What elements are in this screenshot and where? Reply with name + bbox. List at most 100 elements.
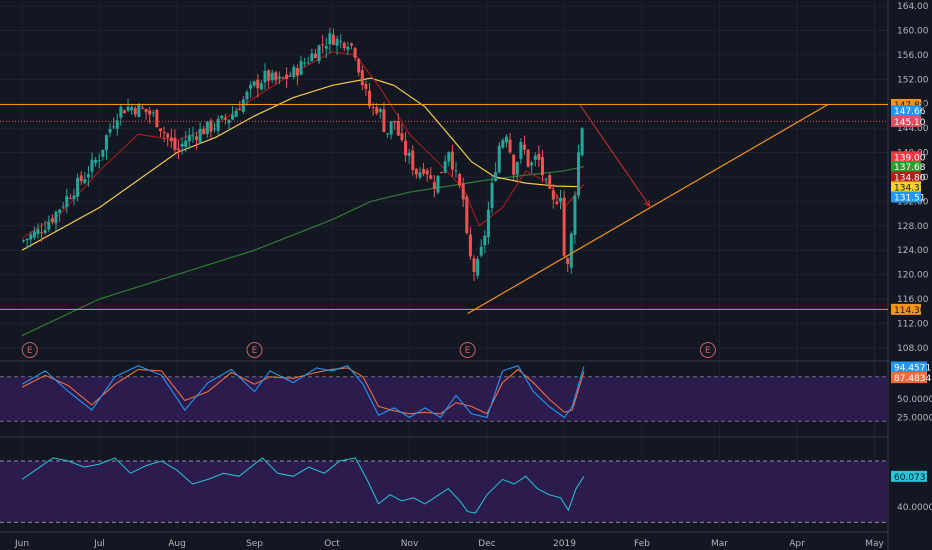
candle-body <box>382 109 386 132</box>
stoch-d-line <box>21 367 585 415</box>
candle-body <box>349 43 353 46</box>
price-tag <box>891 115 921 127</box>
candle-body <box>429 175 433 179</box>
candle-body <box>577 152 581 196</box>
month-label: 2019 <box>553 539 576 549</box>
candle-body <box>526 149 530 167</box>
candle-body <box>166 133 170 138</box>
price-tick-label: 160.00 <box>897 27 929 37</box>
candle-body <box>375 107 379 114</box>
candle-body <box>249 84 253 89</box>
candle-body <box>155 109 159 128</box>
candle-body <box>386 133 390 135</box>
candle-body <box>461 183 465 200</box>
rsi-tag <box>891 470 927 482</box>
projection-arrow <box>579 104 651 207</box>
candle-body <box>158 128 162 132</box>
candle-body <box>119 106 123 118</box>
candle-body <box>414 168 418 175</box>
stoch-tag <box>891 372 927 384</box>
candle-body <box>331 34 335 45</box>
price-tag-label: 145.10 <box>894 118 926 128</box>
candle-body <box>440 171 444 174</box>
candle-body <box>54 211 58 224</box>
candle-body <box>40 232 44 234</box>
candle-body <box>515 162 519 175</box>
candle-body <box>533 155 537 160</box>
candle-body <box>299 60 303 75</box>
candle-body <box>50 218 54 223</box>
candle-body <box>101 149 105 157</box>
candle-body <box>169 137 173 142</box>
candle-body <box>151 112 155 114</box>
price-tag <box>891 181 921 193</box>
stoch-tag <box>891 361 927 373</box>
candle-body <box>180 143 184 147</box>
candle-body <box>22 240 26 242</box>
candle-body <box>25 238 29 241</box>
candle-body <box>508 139 512 153</box>
price-tag-label: 131.51 <box>894 194 926 204</box>
candle-body <box>465 196 469 234</box>
candle-body <box>306 62 310 64</box>
candle-body <box>544 178 548 180</box>
month-label: Nov <box>401 539 419 549</box>
candle-body <box>97 160 101 162</box>
candle-body <box>65 196 69 208</box>
candle-body <box>400 133 404 140</box>
candle-body <box>137 104 141 118</box>
price-tick-label: 156.00 <box>897 51 929 61</box>
rsi-line <box>21 457 585 514</box>
candle-body <box>504 136 508 143</box>
earnings-marker <box>246 342 263 358</box>
candle-body <box>29 234 33 240</box>
price-tick-label: 108.00 <box>897 344 929 354</box>
candle-body <box>447 152 451 162</box>
rsi-tick-label: 40.0000 <box>897 503 932 513</box>
candle-body <box>458 173 462 186</box>
candle-body <box>490 183 494 208</box>
candle-body <box>292 66 296 77</box>
candle-body <box>378 109 382 112</box>
candle-body <box>468 234 472 257</box>
candle-body <box>396 120 400 136</box>
price-tag <box>891 98 921 110</box>
price-tag-label: 114.30 <box>894 306 926 316</box>
candle-body <box>335 38 339 46</box>
candle-body <box>310 53 314 62</box>
candle-body <box>267 70 271 81</box>
candle-body <box>259 83 263 90</box>
candle-body <box>371 106 375 108</box>
candle-body <box>512 154 516 175</box>
candle-body <box>148 110 152 115</box>
candle-body <box>317 45 321 62</box>
candle-body <box>288 75 292 77</box>
candle-body <box>497 145 501 173</box>
month-label: Apr <box>789 539 805 549</box>
candle-body <box>108 129 112 133</box>
stoch-tag-label: 94.4571 <box>894 363 931 373</box>
price-tag-label: 137.68 <box>894 163 926 173</box>
price-tick-label: 128.00 <box>897 222 929 232</box>
candle-body <box>234 110 238 117</box>
candle-body <box>411 150 415 170</box>
candle-body <box>47 221 51 230</box>
candle-body <box>342 42 346 49</box>
ma-short-line <box>21 51 585 239</box>
candle-body <box>328 33 332 45</box>
month-label: Mar <box>711 539 728 549</box>
candle-body <box>205 121 209 135</box>
price-tag <box>891 303 921 315</box>
month-label: May <box>865 539 884 549</box>
candle-body <box>162 132 166 134</box>
candle-body <box>173 137 177 150</box>
candle-body <box>486 209 490 238</box>
candle-body <box>483 235 487 246</box>
candle-body <box>321 44 325 46</box>
stoch-band <box>0 376 888 422</box>
candle-body <box>540 157 544 176</box>
candle-body <box>303 62 307 64</box>
candle-body <box>252 81 256 86</box>
